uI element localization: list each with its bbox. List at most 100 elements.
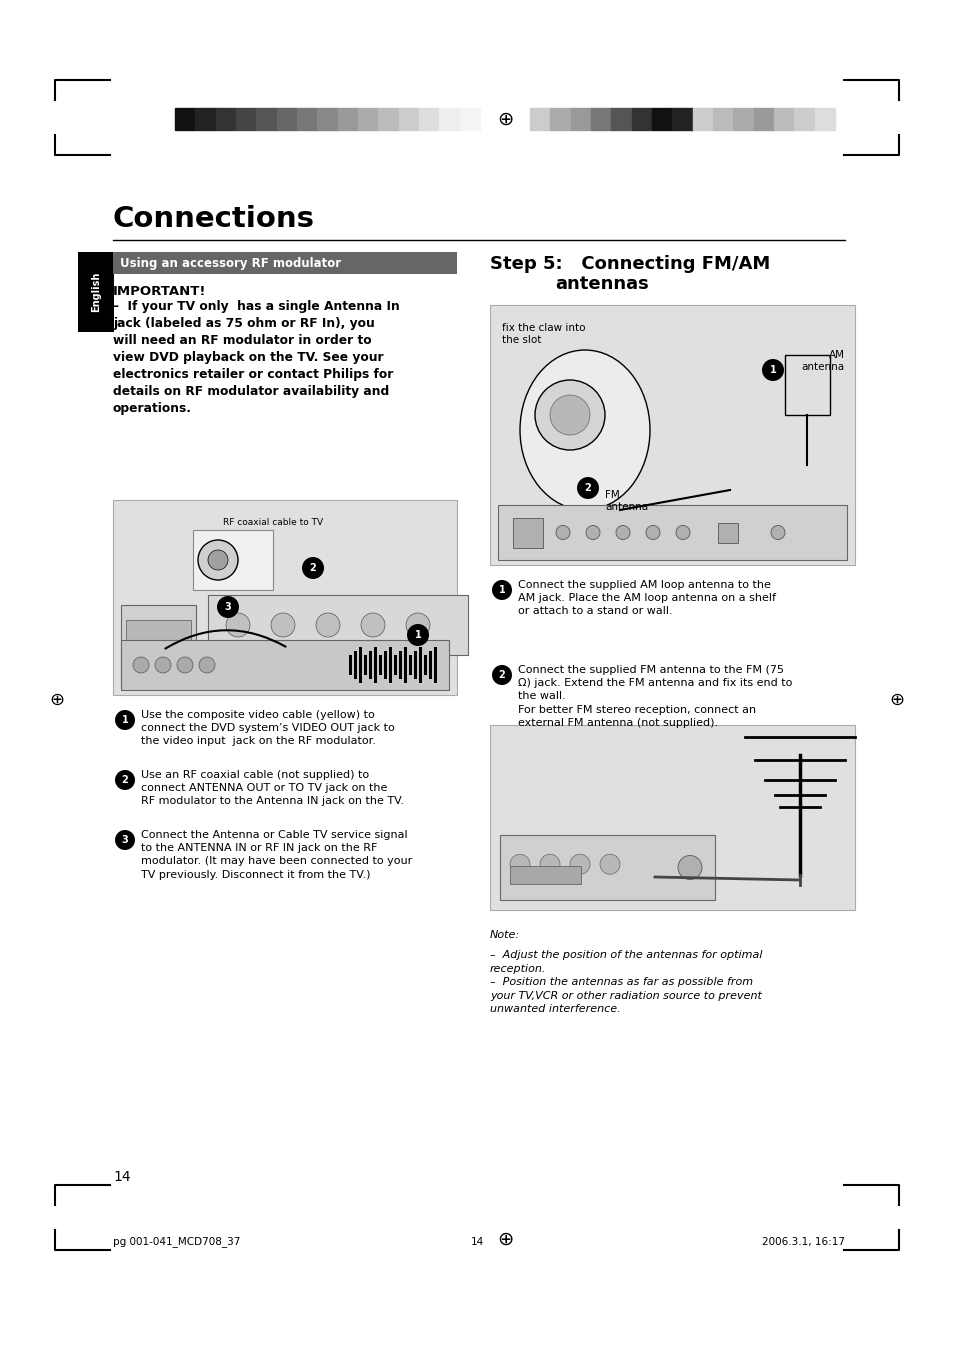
Text: 1: 1	[769, 365, 776, 376]
Bar	[369, 651, 372, 680]
Text: English: English	[91, 272, 101, 312]
Circle shape	[226, 613, 250, 638]
Circle shape	[315, 613, 339, 638]
Circle shape	[678, 855, 701, 880]
Circle shape	[535, 380, 604, 450]
Bar	[409, 655, 412, 676]
Bar	[78, 253, 113, 332]
Circle shape	[676, 526, 689, 539]
Bar	[434, 647, 436, 684]
Circle shape	[115, 830, 135, 850]
Bar	[611, 108, 631, 130]
Bar	[337, 108, 357, 130]
Text: –  If your TV only  has a single Antenna In
jack (labeled as 75 ohm or RF In), y: – If your TV only has a single Antenna I…	[112, 300, 399, 415]
Text: RF coaxial cable to TV: RF coaxial cable to TV	[223, 517, 323, 527]
Bar	[354, 651, 356, 680]
Bar	[276, 108, 296, 130]
Text: Use an RF coaxial cable (not supplied) to
connect ANTENNA OUT or TO TV jack on t: Use an RF coaxial cable (not supplied) t…	[141, 770, 403, 807]
Text: antennas: antennas	[555, 276, 648, 293]
Text: Connect the Antenna or Cable TV service signal
to the ANTENNA IN or RF IN jack o: Connect the Antenna or Cable TV service …	[141, 830, 412, 880]
Bar	[692, 108, 712, 130]
Circle shape	[599, 854, 619, 874]
Circle shape	[132, 657, 149, 673]
Text: 14: 14	[112, 1170, 131, 1183]
Bar	[418, 647, 421, 684]
Bar	[394, 655, 396, 676]
Bar	[499, 835, 714, 900]
Bar	[398, 108, 418, 130]
Bar	[718, 523, 738, 543]
Circle shape	[539, 854, 559, 874]
Bar	[121, 605, 195, 685]
Text: ⊕: ⊕	[888, 690, 903, 709]
Text: Using an accessory RF modulator: Using an accessory RF modulator	[120, 257, 341, 269]
Bar	[459, 108, 479, 130]
Circle shape	[577, 477, 598, 499]
Text: 1: 1	[121, 715, 129, 725]
Bar	[651, 108, 672, 130]
Bar	[112, 253, 456, 274]
Text: 1: 1	[415, 630, 421, 640]
Bar	[814, 108, 834, 130]
Circle shape	[199, 657, 214, 673]
Circle shape	[616, 526, 629, 539]
Text: fix the claw into
the slot: fix the claw into the slot	[501, 323, 585, 345]
Circle shape	[360, 613, 385, 638]
Circle shape	[761, 359, 783, 381]
Circle shape	[492, 665, 512, 685]
Bar	[414, 651, 416, 680]
Bar	[215, 108, 235, 130]
Bar	[121, 640, 449, 690]
Bar	[712, 108, 733, 130]
Bar	[429, 651, 432, 680]
Bar	[374, 647, 376, 684]
Bar	[112, 500, 456, 694]
Bar	[364, 655, 367, 676]
Circle shape	[407, 624, 429, 646]
Circle shape	[115, 770, 135, 790]
Text: Use the composite video cable (yellow) to
connect the DVD system’s VIDEO OUT jac: Use the composite video cable (yellow) t…	[141, 711, 395, 746]
Text: 2: 2	[121, 775, 129, 785]
Bar	[672, 108, 692, 130]
Text: 2: 2	[310, 563, 316, 573]
Bar	[349, 655, 352, 676]
Bar	[403, 647, 407, 684]
Bar	[570, 108, 590, 130]
Circle shape	[216, 596, 239, 617]
Text: Connect the supplied FM antenna to the FM (75
Ω) jack. Extend the FM antenna and: Connect the supplied FM antenna to the F…	[517, 665, 792, 728]
Circle shape	[492, 580, 512, 600]
Bar	[378, 655, 381, 676]
Circle shape	[585, 526, 599, 539]
Text: 2006.3.1, 16:17: 2006.3.1, 16:17	[761, 1238, 844, 1247]
Bar	[733, 108, 753, 130]
Bar	[126, 620, 191, 680]
Circle shape	[556, 526, 569, 539]
Bar	[398, 651, 401, 680]
Bar	[357, 108, 378, 130]
Circle shape	[302, 557, 324, 580]
Bar	[208, 594, 468, 655]
Text: 2: 2	[584, 484, 591, 493]
Text: 1: 1	[498, 585, 505, 594]
Bar	[439, 108, 459, 130]
Bar	[256, 108, 276, 130]
Circle shape	[198, 540, 237, 580]
Text: 14: 14	[470, 1238, 483, 1247]
Text: AM
antenna: AM antenna	[801, 350, 844, 372]
Circle shape	[645, 526, 659, 539]
Circle shape	[550, 394, 589, 435]
Bar	[378, 108, 398, 130]
Text: 3: 3	[121, 835, 129, 844]
Bar	[497, 505, 846, 561]
Text: ⊕: ⊕	[497, 1229, 513, 1248]
Text: –  Adjust the position of the antennas for optimal
reception.
–  Position the an: – Adjust the position of the antennas fo…	[490, 950, 761, 1015]
Bar	[490, 305, 854, 565]
Bar	[389, 647, 392, 684]
Bar	[317, 108, 337, 130]
Bar	[384, 651, 387, 680]
Bar	[195, 108, 215, 130]
Bar	[510, 866, 580, 884]
Bar	[296, 108, 317, 130]
Circle shape	[770, 526, 784, 539]
Text: ⊕: ⊕	[50, 690, 65, 709]
